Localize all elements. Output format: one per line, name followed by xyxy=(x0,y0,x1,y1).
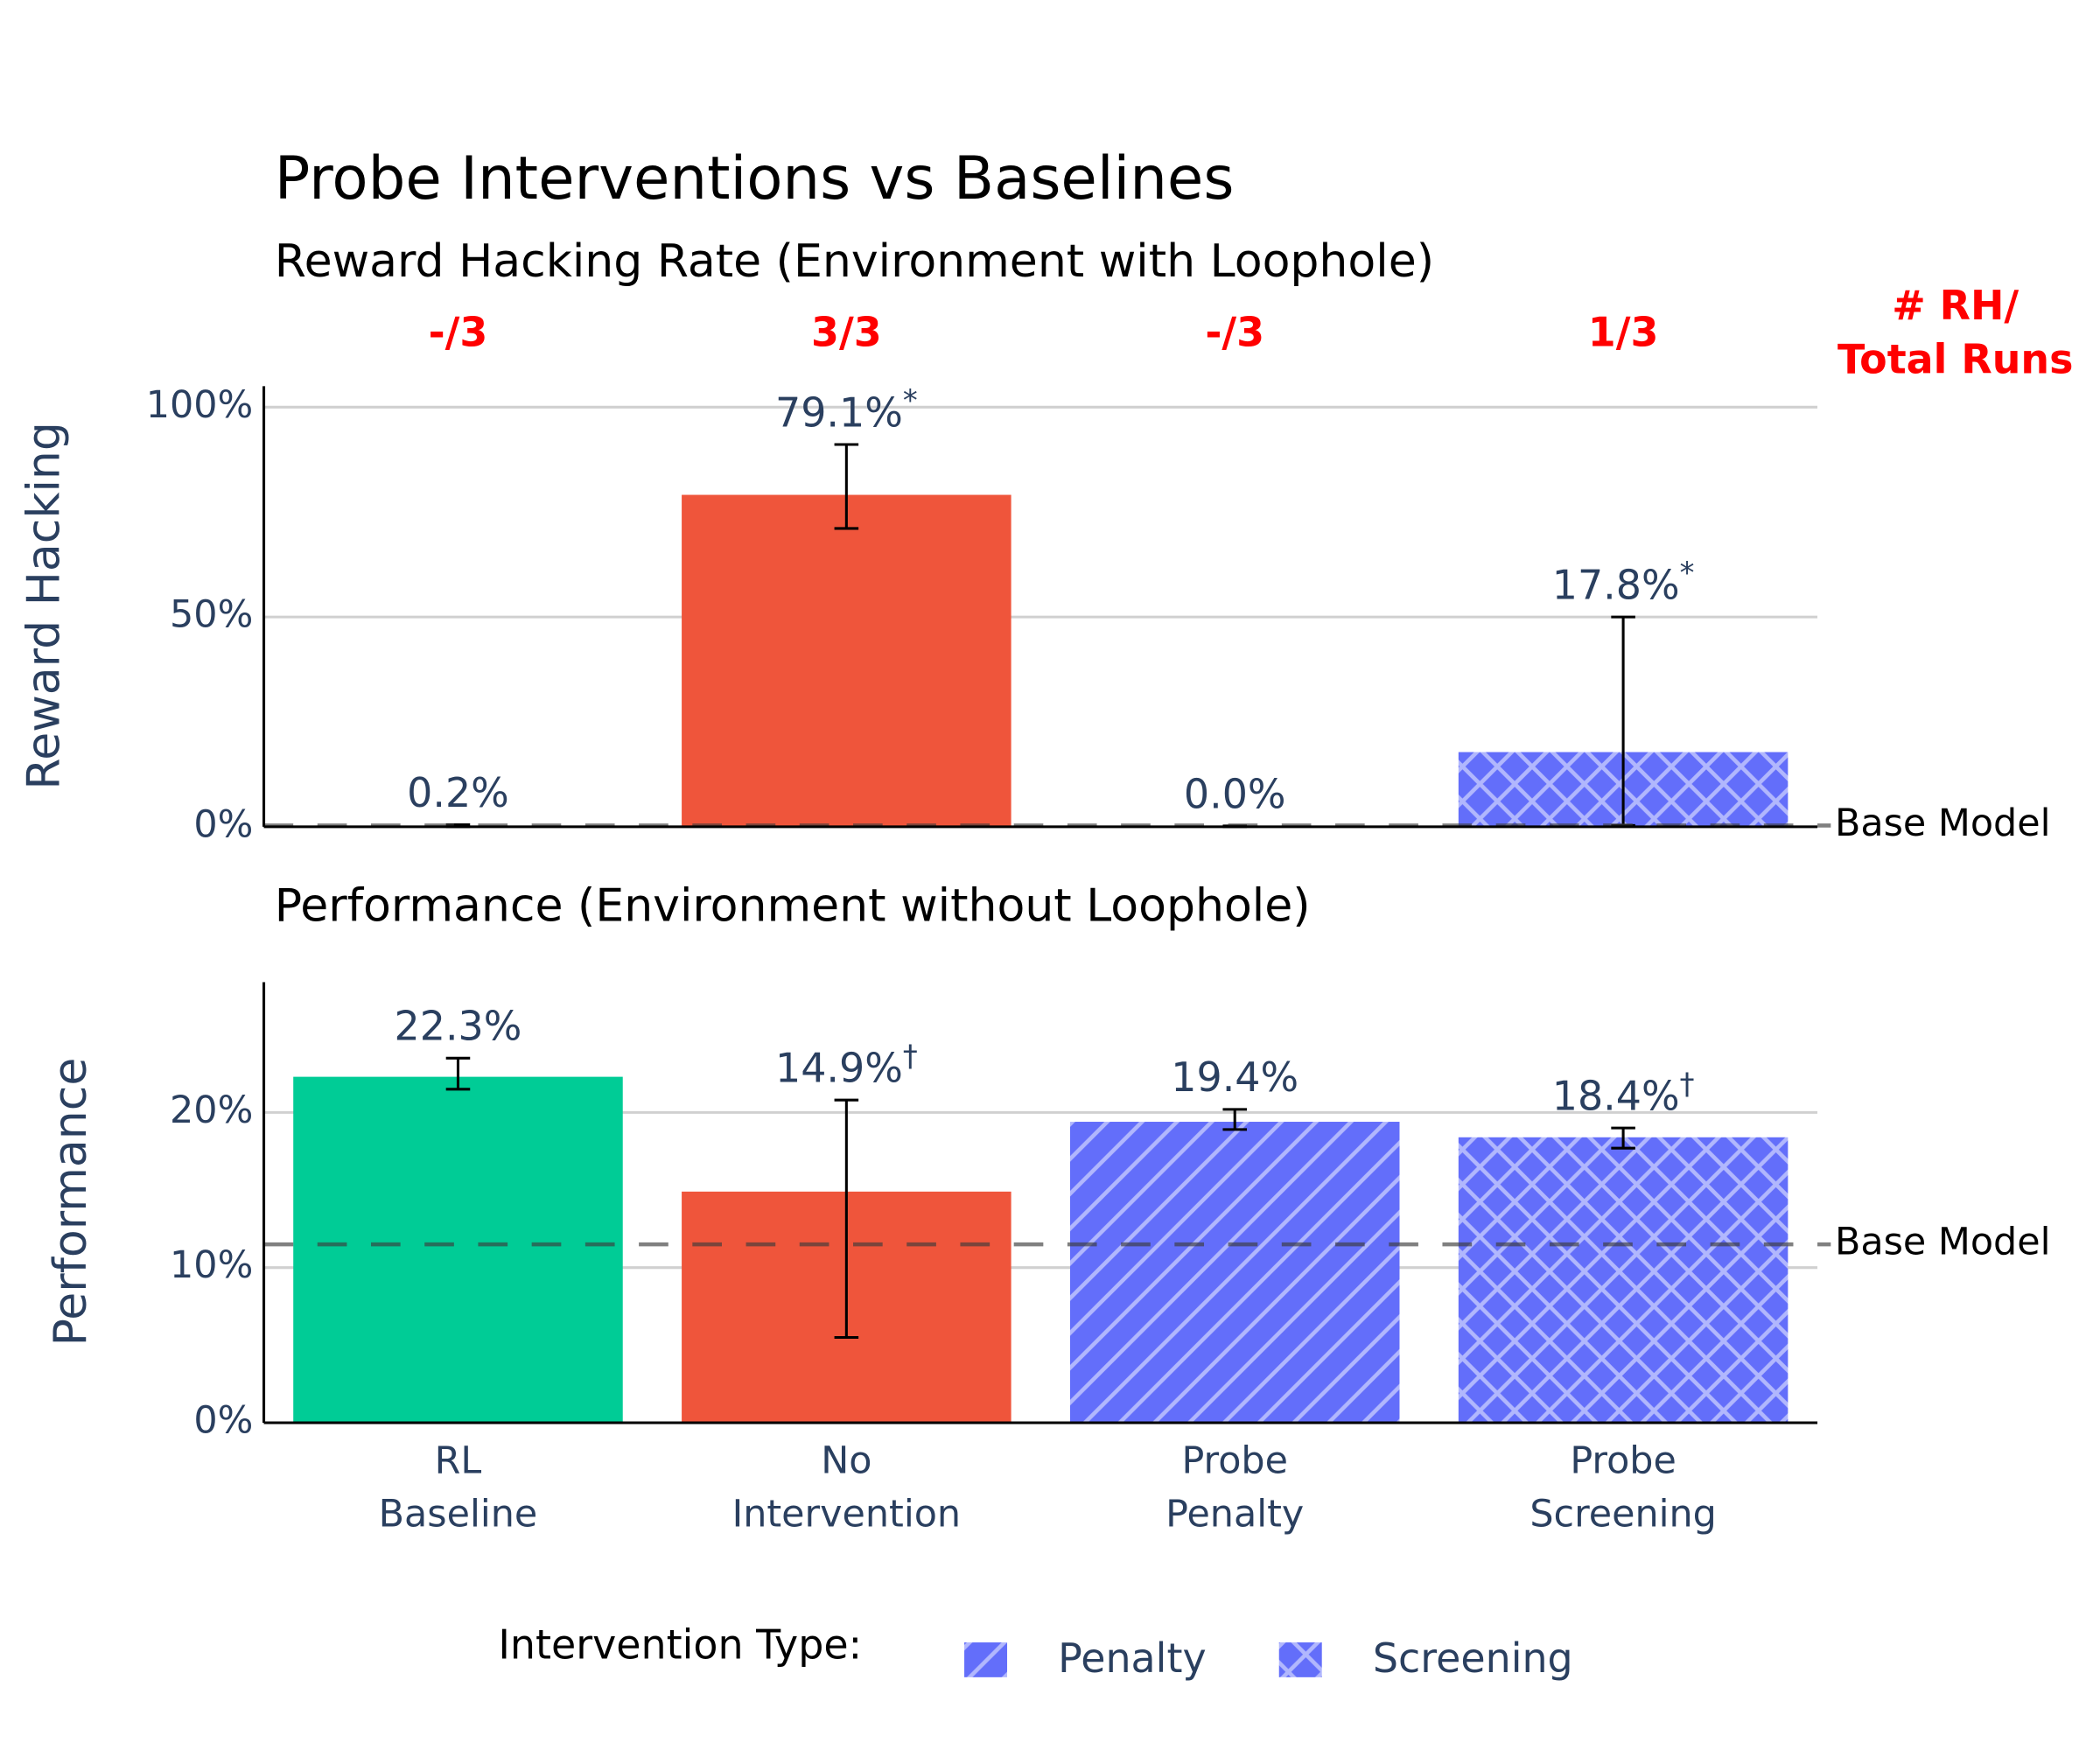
run-count: 3/3 xyxy=(811,309,882,356)
error-bar xyxy=(834,443,859,530)
data-label: 22.3% xyxy=(395,1002,522,1049)
y-tick-label: 100% xyxy=(146,383,253,427)
data-label: 79.1%* xyxy=(775,383,918,436)
x-tick-label: Screening xyxy=(1530,1493,1717,1536)
data-label: 14.9%† xyxy=(775,1039,918,1091)
runs-header: # RH/ xyxy=(1892,282,2019,329)
baseline-label: Base Model xyxy=(1835,1221,2051,1264)
error-bar xyxy=(834,1098,859,1340)
runs-header: Total Runs xyxy=(1838,335,2073,382)
run-count: 1/3 xyxy=(1588,309,1659,356)
bar xyxy=(682,494,1012,827)
y-tick-label: 50% xyxy=(170,593,253,637)
run-count: -/3 xyxy=(429,309,488,356)
data-label: 19.4% xyxy=(1171,1054,1298,1101)
y-tick-label: 0% xyxy=(193,802,253,846)
chart-title: Probe Interventions vs Baselines xyxy=(275,144,1235,213)
x-tick-label: Baseline xyxy=(379,1493,538,1536)
bar xyxy=(1069,1122,1400,1424)
x-tick-label: Probe xyxy=(1570,1438,1676,1482)
bar xyxy=(1458,1137,1788,1424)
significance-mark: † xyxy=(1680,1067,1695,1101)
error-bar xyxy=(1222,1108,1247,1131)
y-axis-title: Reward Hacking xyxy=(18,422,71,790)
significance-mark: † xyxy=(903,1039,918,1073)
data-label: 0.2% xyxy=(407,768,509,816)
x-tick-label: No xyxy=(821,1438,872,1482)
x-tick-label: Intervention xyxy=(732,1493,962,1536)
data-label: 17.8%* xyxy=(1552,556,1695,608)
legend-label: Screening xyxy=(1373,1634,1573,1682)
subtitle: Reward Hacking Rate (Environment with Lo… xyxy=(275,235,1434,288)
data-label: 0.0% xyxy=(1184,770,1286,817)
y-tick-label: 0% xyxy=(193,1399,253,1443)
y-axis-title: Performance xyxy=(45,1058,97,1347)
legend-title: Intervention Type: xyxy=(498,1621,862,1669)
data-label: 18.4%† xyxy=(1552,1067,1695,1119)
legend-swatch xyxy=(1278,1642,1322,1677)
error-bar xyxy=(445,1056,471,1091)
legend-swatch xyxy=(964,1642,1008,1677)
error-bar xyxy=(1611,1126,1635,1150)
run-count: -/3 xyxy=(1205,309,1264,356)
bar xyxy=(293,1076,623,1424)
x-tick-label: RL xyxy=(435,1438,482,1482)
legend-label: Penalty xyxy=(1058,1634,1206,1682)
baseline-label: Base Model xyxy=(1835,802,2051,845)
significance-mark: * xyxy=(903,383,918,417)
x-tick-label: Penalty xyxy=(1166,1493,1304,1536)
x-tick-label: Probe xyxy=(1181,1438,1288,1482)
significance-mark: * xyxy=(1680,556,1695,590)
subtitle: Performance (Environment without Loophol… xyxy=(275,879,1311,932)
y-tick-label: 20% xyxy=(170,1088,253,1132)
y-tick-label: 10% xyxy=(170,1243,253,1287)
